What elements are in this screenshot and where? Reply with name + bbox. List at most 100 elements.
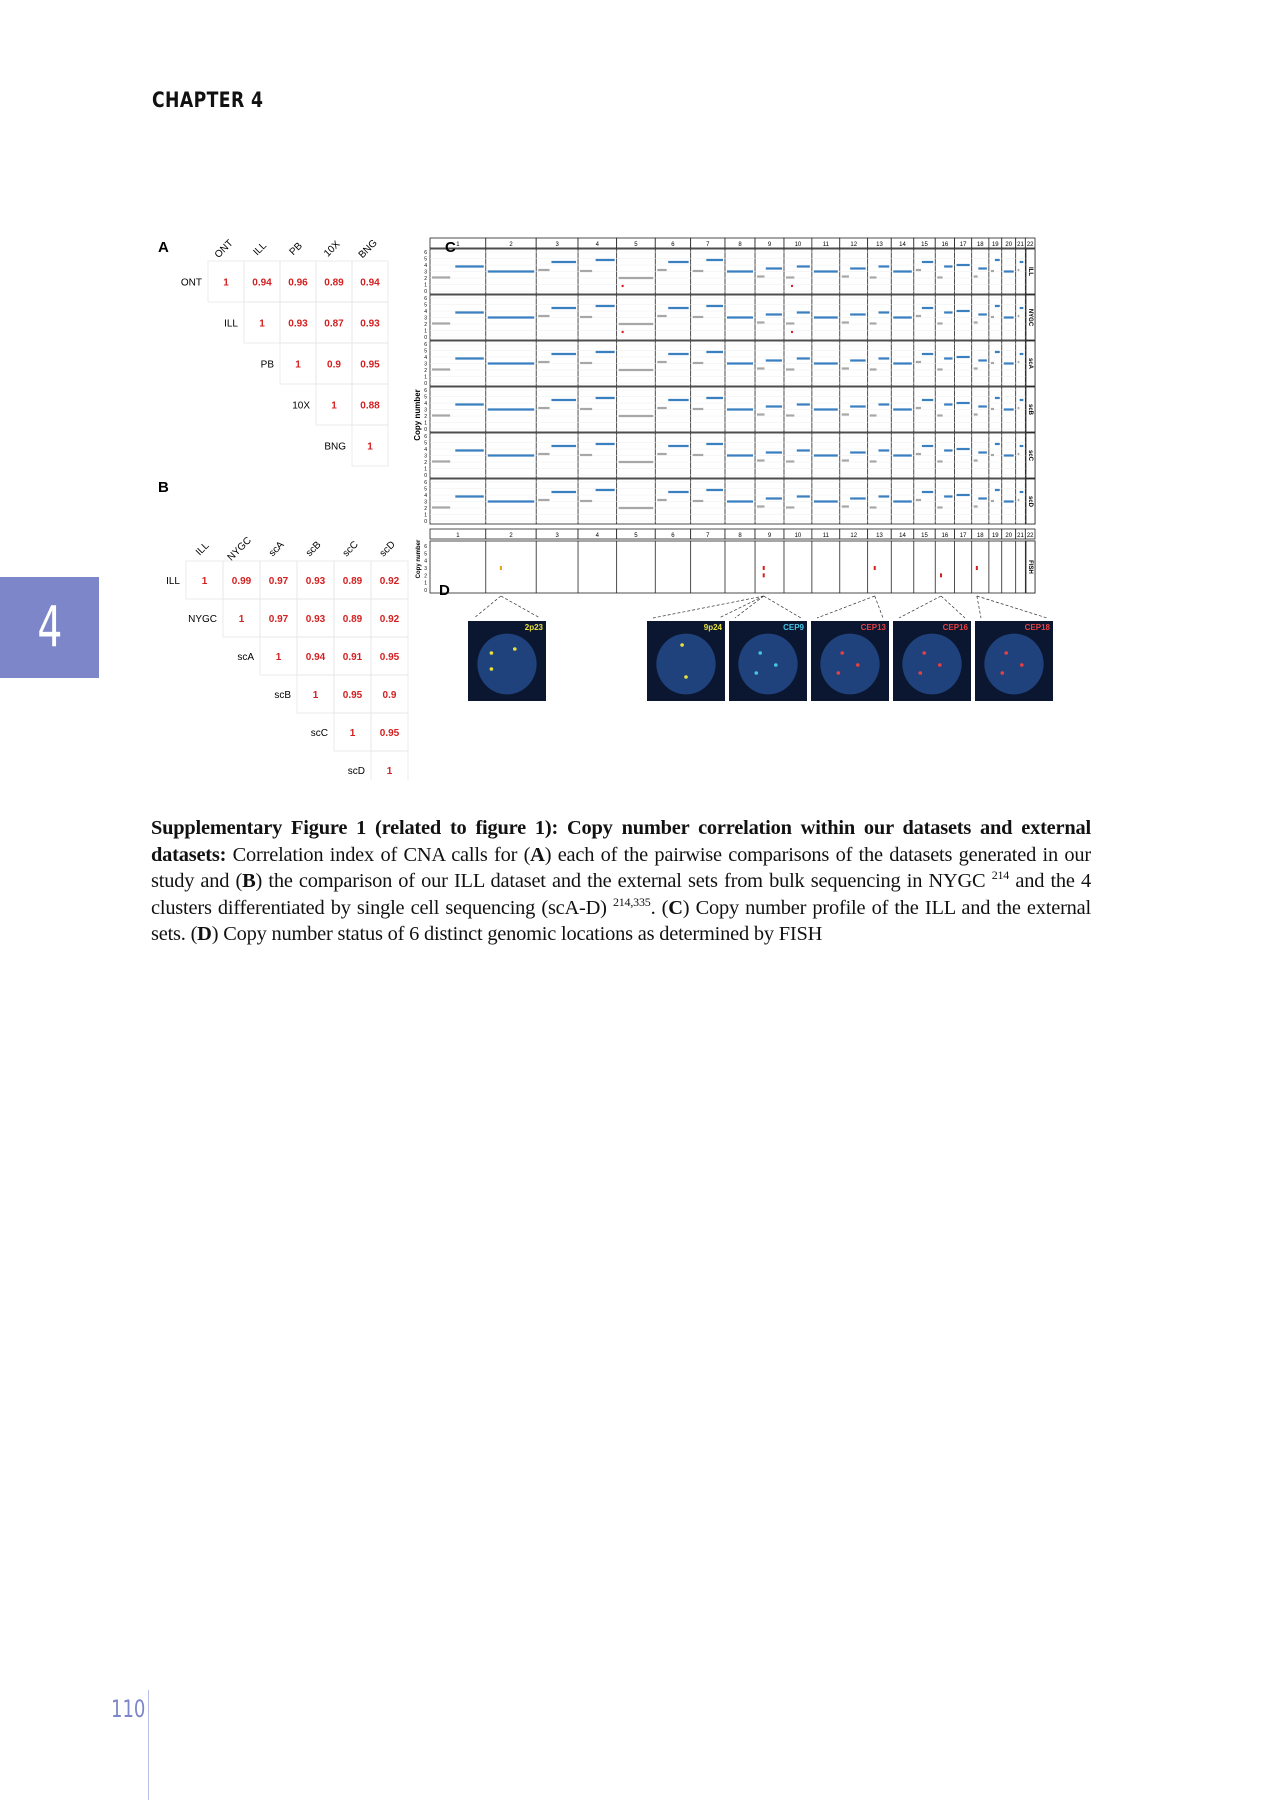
cn-ytick: 3 [424,408,427,414]
matrix-a-value: 1 [367,442,373,453]
fish-probe-label: 9p24 [704,623,723,632]
cn-ytick: 3 [424,500,427,506]
fish-header-label: 21 [1017,533,1024,539]
fish-zoom-line [816,595,875,619]
cn-ytick: 3 [424,454,427,460]
fish-ytick: 2 [424,573,427,579]
fish-signal-dot [1000,671,1005,675]
cn-loss-point [790,330,794,334]
matrix-a-row-label: 10X [292,401,310,412]
matrix-b-value: 0.9 [383,690,397,701]
fish-signal-dot [513,647,517,651]
matrix-b-value: 0.97 [269,576,289,587]
fish-probe-label: CEP9 [783,623,804,632]
cn-ytick: 4 [424,493,427,499]
matrix-b-value: 0.93 [306,576,326,587]
fish-signal-dot [489,651,494,655]
cn-ytick: 3 [424,316,427,322]
fish-ytick: 1 [424,581,427,587]
fish-nucleus [477,633,537,695]
fish-header-label: 2 [509,533,513,539]
cn-loss-point [790,284,794,288]
panel-d-ylabel: Copy number [416,539,422,578]
fish-ytick: 5 [424,551,427,557]
matrix-b-col-label: scC [341,539,361,559]
figure-caption: Supplementary Figure 1 (related to figur… [151,815,1091,948]
matrix-a-value: 0.87 [324,319,344,330]
cn-track-label-box [1025,294,1036,341]
fish-signal-dot [758,651,762,655]
fish-marker [940,573,943,578]
matrix-b-row-label: scD [348,766,365,777]
caption-title: Supplementary Figure 1 (related to figur… [151,817,1091,866]
fish-marker [499,566,502,570]
chromosome-header-label: 10 [795,242,802,248]
cn-ytick: 5 [424,487,427,493]
matrix-a-col-label: ILL [251,240,269,258]
cn-ytick: 4 [424,401,427,407]
chromosome-header-label: 18 [977,242,984,248]
matrix-a-row-label: ONT [181,278,202,289]
fish-zoom-line [940,595,966,619]
fish-zoom-line [976,595,1048,619]
fish-marker [873,566,876,570]
fish-header-label: 10 [795,533,802,539]
matrix-a-value: 0.94 [252,278,272,289]
cn-track-label-box [1025,432,1036,479]
fish-header-label: 9 [768,533,772,539]
fish-zoom-line [763,595,802,619]
matrix-b-row-label: ILL [166,576,180,587]
fish-signal-dot [754,671,759,675]
fish-probe-label: CEP13 [861,623,887,632]
matrix-b-value: 1 [350,728,356,739]
fish-header-cell [1024,528,1036,540]
cn-ytick: 6 [424,342,427,348]
caption-text-6: ) Copy number profile of the ILL and the… [151,896,1091,946]
caption-ref-d: D [197,923,212,945]
fish-nucleus [656,633,716,695]
matrix-a-col-label: ONT [213,238,236,261]
cn-loss-point [621,330,624,334]
caption-ref-a: A [530,843,545,866]
matrix-b-value: 1 [202,576,208,587]
caption-citation-1: 214 [991,868,1010,883]
chromosome-header-label: 20 [1005,242,1012,248]
fish-track-label-box [1025,540,1036,594]
matrix-a-col-label: BNG [357,238,380,261]
chromosome-header-label: 17 [960,242,967,248]
fish-header-label: 7 [706,533,710,539]
fish-ytick: 4 [424,559,427,565]
cn-ytick: 4 [424,355,427,361]
fish-probe-label: CEP18 [1025,623,1051,632]
fish-signal-dot [1004,651,1008,655]
matrix-b-value: 0.95 [380,728,400,739]
fish-marker [762,573,765,578]
cn-ytick: 0 [424,427,427,433]
matrix-a-value: 0.95 [360,360,380,371]
chapter-header: CHAPTER 4 [152,88,264,112]
chromosome-header-label: 11 [823,242,830,248]
cn-track-label: scA [1027,358,1033,370]
cn-ytick: 6 [424,250,427,256]
fish-nucleus [820,633,880,695]
matrix-b-value: 0.91 [343,652,363,663]
matrix-b-value: 0.92 [380,614,400,625]
cn-ytick: 0 [424,473,427,479]
cn-track-label: scD [1027,496,1033,508]
fish-nucleus [902,633,962,695]
chromosome-header-label: 12 [850,242,857,248]
cn-ytick: 1 [424,375,427,381]
matrix-b-col-label: ILL [194,540,212,558]
matrix-a-value: 0.93 [288,319,308,330]
matrix-b-row-label: scC [311,728,328,739]
chromosome-header-label: 4 [596,242,600,248]
cn-ytick: 1 [424,513,427,519]
cn-ytick: 2 [424,506,427,512]
matrix-b-value: 0.95 [343,690,363,701]
page-number-rule [148,1690,149,1800]
fish-header-label: 16 [942,533,949,539]
matrix-a-cell [351,424,389,467]
matrix-b-col-label: NYGC [226,535,254,563]
matrix-b-value: 1 [239,614,245,625]
